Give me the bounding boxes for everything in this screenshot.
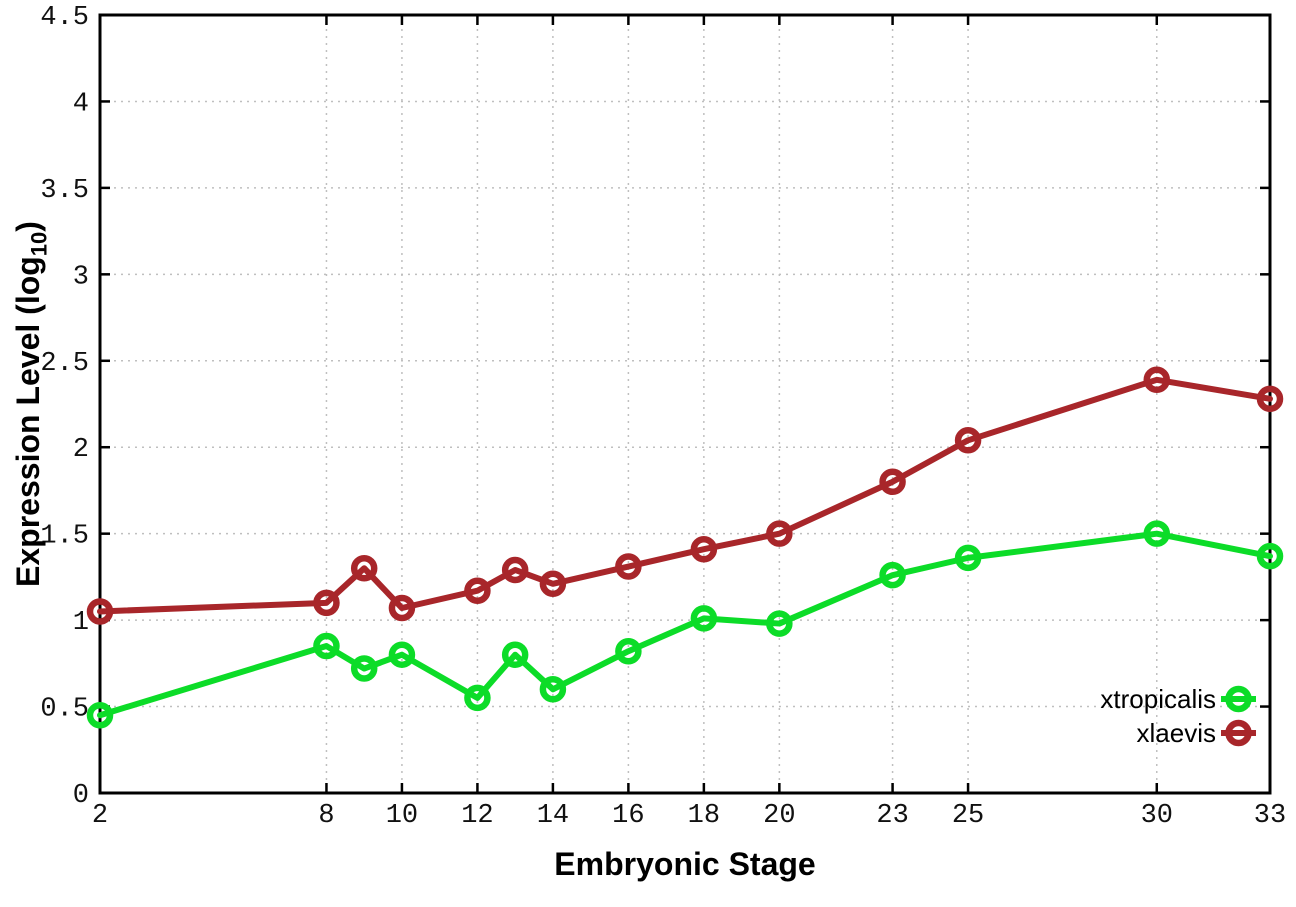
data-point-marker	[539, 676, 567, 703]
x-tick-label: 18	[688, 801, 720, 831]
x-tick-label: 2	[92, 801, 108, 831]
data-point-marker	[954, 544, 982, 572]
data-point-marker	[615, 553, 642, 580]
x-tick-label: 33	[1254, 801, 1286, 831]
data-point-marker	[954, 427, 982, 454]
data-point-marker	[350, 554, 378, 582]
data-point-marker	[1256, 542, 1284, 570]
data-point-marker	[879, 468, 906, 496]
data-point-marker	[1143, 366, 1171, 394]
plot-border	[98, 13, 1272, 795]
data-point-marker	[350, 655, 378, 682]
tick-marks	[98, 13, 1272, 795]
y-tick-label: 2	[73, 435, 89, 465]
data-point-marker	[313, 632, 340, 660]
data-point-marker	[501, 556, 529, 584]
data-point-marker	[388, 641, 416, 668]
data-point-marker	[539, 570, 567, 598]
x-tick-label: 14	[537, 801, 569, 831]
data-point-marker	[615, 637, 642, 665]
data-point-marker	[313, 589, 340, 617]
data-point-marker	[690, 535, 718, 563]
legend-marker-sample	[1225, 719, 1252, 747]
x-tick-label: 8	[318, 801, 334, 831]
data-point-marker	[464, 684, 491, 712]
y-tick-label: 0	[73, 781, 89, 811]
data-point-marker	[766, 610, 793, 637]
series-xtropicalis	[86, 520, 1284, 729]
y-tick-labels: 0 0.5 1 1.5 2 2.5 3 3.5 4 4.5	[40, 3, 89, 811]
series-xlaevis	[86, 366, 1284, 625]
y-tick-label: 1.5	[40, 522, 89, 552]
data-point-marker	[464, 577, 491, 604]
series-line	[97, 530, 1273, 719]
x-tick-labels: 2 8 10 12 14 16 18 20 23 25 30 33	[92, 801, 1286, 831]
x-tick-label: 16	[612, 801, 644, 831]
data-point-marker	[690, 605, 718, 632]
data-point-marker	[1143, 520, 1171, 547]
x-tick-label: 12	[461, 801, 493, 831]
y-axis-title-subscript: 10	[26, 231, 52, 257]
legend-marker-sample	[1225, 685, 1252, 713]
x-axis-title: Embryonic Stage	[554, 846, 816, 882]
series-line	[97, 376, 1273, 615]
data-point-marker	[388, 594, 416, 622]
legend-label-xtropicalis: xtropicalis	[1100, 684, 1216, 714]
y-tick-label: 2.5	[40, 349, 89, 379]
x-tick-label: 10	[386, 801, 418, 831]
y-tick-label: 4	[73, 89, 89, 119]
data-point-marker	[879, 561, 906, 589]
gridlines	[100, 15, 1270, 793]
y-tick-label: 4.5	[40, 3, 89, 33]
y-axis-title-close: )	[10, 221, 46, 232]
x-tick-label: 30	[1141, 801, 1173, 831]
x-tick-label: 25	[952, 801, 984, 831]
y-axis-title: Expression Level (log10)	[6, 15, 52, 793]
legend: xtropicalis xlaevis	[1100, 684, 1256, 748]
data-point-marker	[766, 520, 793, 547]
data-point-marker	[1256, 385, 1284, 413]
y-tick-label: 3.5	[40, 176, 89, 206]
data-point-marker	[86, 598, 114, 625]
data-point-marker	[86, 701, 114, 729]
x-tick-label: 20	[763, 801, 795, 831]
y-axis-title-text: Expression Level (log	[10, 256, 46, 587]
legend-label-xlaevis: xlaevis	[1137, 718, 1216, 748]
x-tick-label: 23	[876, 801, 908, 831]
y-tick-label: 3	[73, 262, 89, 292]
y-tick-label: 1	[73, 608, 89, 638]
data-point-marker	[501, 641, 529, 668]
y-tick-label: 0.5	[40, 695, 89, 725]
